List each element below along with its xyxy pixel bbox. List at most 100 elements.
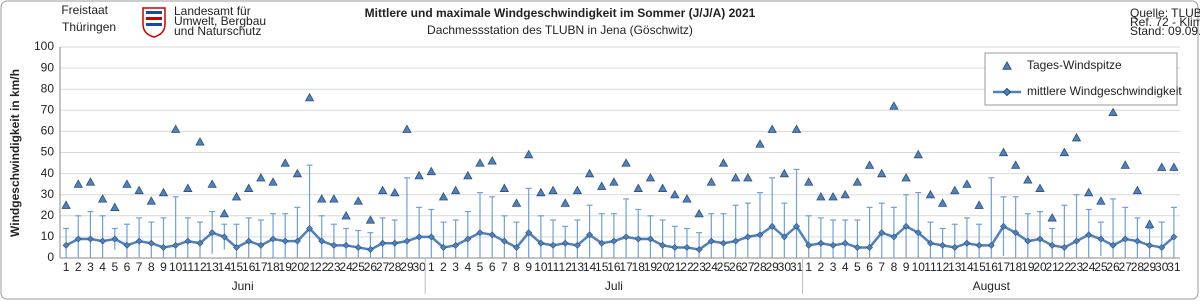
legend-label: mittlere Windgeschwindigkeit [1027,84,1182,98]
peak-marker [901,172,911,182]
error-bar [915,191,922,258]
x-tick-label: 17 [619,260,633,274]
peak-marker [499,183,510,192]
peak-marker [85,177,96,186]
mean-marker [780,233,788,241]
mean-marker [269,235,277,243]
x-tick-label: 25 [1094,260,1108,274]
mean-marker [634,235,642,243]
error-bar [757,191,763,258]
error-bar [1158,221,1165,258]
mean-marker [573,241,581,249]
peak-marker [560,198,570,207]
x-tick-label: 17 [997,260,1011,274]
x-tick-label: 14 [218,260,232,274]
x-tick-label: 27 [1119,260,1133,274]
mean-marker [111,235,119,243]
mean-marker [756,231,764,239]
x-tick-label: 5 [854,260,861,274]
x-tick-label: 29 [400,260,414,274]
crest-stripe [146,11,162,14]
legend-box [984,52,1178,106]
error-bar [464,210,471,258]
chart-subtitle: Dachmessstation des TLUBN in Jena (Gösch… [427,23,693,37]
peak-marker [402,124,412,133]
x-tick-label: 10 [169,260,183,274]
x-tick-label: 1 [805,260,812,274]
mean-marker [172,241,180,249]
peak-marker [864,160,875,169]
peak-marker [256,172,266,182]
mean-marker [1085,231,1093,239]
mean-marker [354,244,362,251]
x-tick-label: 9 [903,260,910,274]
x-tick-label: 31 [790,260,804,274]
mean-marker [342,241,350,249]
x-tick-label: 29 [1143,260,1157,274]
mean-marker [281,237,289,245]
mean-marker [367,246,374,253]
mean-marker [1000,222,1007,230]
error-bar [793,168,800,258]
x-tick-label: 15 [230,260,244,274]
mean-marker [1146,241,1153,249]
y-tick-label: 100 [34,39,54,53]
mean-marker [74,235,82,243]
peak-marker [353,196,363,205]
legend-marker [1002,87,1012,97]
mean-marker [257,241,265,249]
x-tick-label: 22 [1058,260,1072,274]
y-tick-label: 80 [41,81,55,95]
mean-marker [1097,235,1105,243]
mean-marker [549,241,557,249]
mean-marker [866,244,873,251]
peak-marker [657,183,668,192]
peak-marker [840,189,850,199]
error-bar [403,177,410,258]
x-tick-label: 10 [912,260,926,274]
x-tick-label: 22 [680,260,694,274]
chart-title: Mittlere und maximale Windgeschwindigkei… [365,6,756,20]
peak-marker [730,172,741,182]
error-bar [99,215,106,258]
error-bar [635,208,642,258]
error-bar [294,206,301,258]
error-bar [367,232,374,258]
peak-marker [828,191,838,201]
peak-marker [633,183,643,192]
peak-marker [73,179,83,188]
peak-marker [195,137,205,146]
mean-marker [415,233,423,241]
error-bar [732,204,739,258]
x-tick-label: 13 [948,260,962,274]
x-tick-label: 22 [315,260,329,274]
peak-marker [158,187,169,197]
peak-marker [1132,185,1143,195]
x-tick-label: 27 [741,260,755,274]
mean-marker [805,241,813,249]
x-tick-label: 31 [1167,260,1181,274]
peak-marker [913,149,923,159]
mean-marker [123,241,131,249]
x-tick-label: 5 [477,260,484,274]
error-bar [160,217,167,258]
source: Quelle: TLUBN [1130,6,1200,20]
mean-marker [537,239,545,247]
peak-marker [1047,213,1057,222]
mean-marker [452,241,460,249]
mean-marker [440,244,447,251]
error-bar [525,187,532,258]
error-bar [890,206,897,258]
x-tick-label: 19 [644,260,658,274]
mean-marker [878,229,886,237]
error-bar [550,219,557,258]
x-tick-label: 7 [136,260,143,274]
mean-marker [1036,235,1044,243]
x-tick-label: 28 [388,260,402,274]
agency: und Naturschutz [174,24,261,38]
agency: Landesamt für [174,4,251,18]
mean-marker [391,239,399,247]
peak-marker [1059,147,1070,157]
error-bar [830,219,837,258]
x-tick-label: 7 [501,260,508,274]
